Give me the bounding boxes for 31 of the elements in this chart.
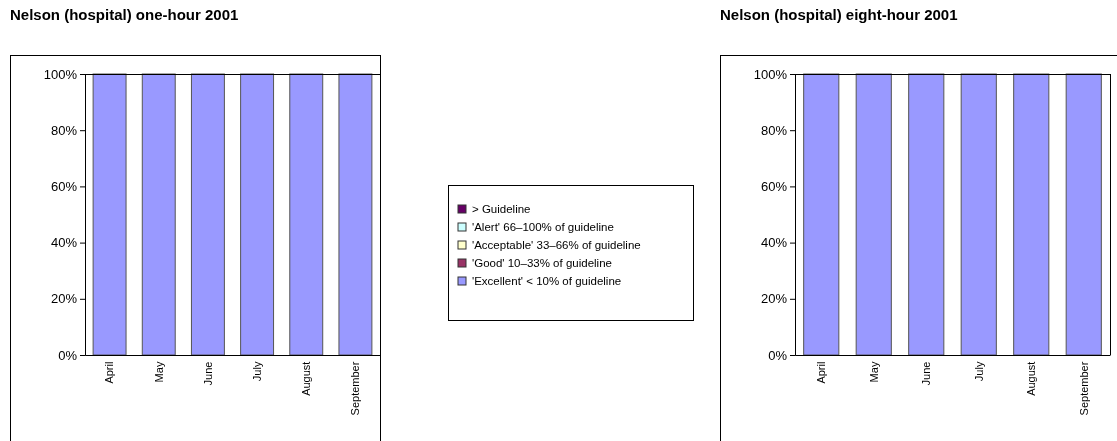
- x-tick-label: April: [103, 361, 116, 384]
- y-tick-label: 40%: [50, 235, 78, 251]
- x-tick-label: September: [349, 361, 362, 416]
- y-tick-label: 60%: [760, 179, 788, 195]
- x-tick-label: June: [201, 361, 214, 386]
- y-tick-label: 80%: [760, 122, 788, 138]
- legend-label: 'Acceptable' 33–66% of guideline: [472, 239, 641, 251]
- x-tick-label: May: [152, 361, 165, 383]
- x-tick-label: April: [815, 361, 828, 384]
- chart-title: Nelson (hospital) one-hour 2001: [10, 6, 239, 23]
- x-tick-label: August: [1025, 361, 1038, 396]
- legend-label: > Guideline: [472, 203, 531, 215]
- x-tick-label: May: [867, 361, 880, 383]
- text: 'Excellent' < 10% of guideline: [472, 275, 622, 287]
- y-tick-label: 0%: [58, 347, 78, 363]
- y-tick-label: 100%: [753, 66, 788, 82]
- x-tick-label: July: [250, 361, 263, 382]
- legend-label: 'Good' 10–33% of guideline: [472, 257, 612, 269]
- y-tick-label: 80%: [50, 122, 78, 138]
- y-tick-label: 20%: [50, 291, 78, 307]
- x-tick-label: July: [972, 361, 985, 382]
- x-tick-label: September: [1077, 361, 1090, 416]
- y-tick-label: 20%: [760, 291, 788, 307]
- y-tick-label: 100%: [43, 66, 78, 82]
- chart-title: Nelson (hospital) eight-hour 2001: [720, 6, 958, 23]
- y-tick-label: 0%: [768, 347, 788, 363]
- x-tick-label: June: [920, 361, 933, 386]
- y-tick-label: 40%: [760, 235, 788, 251]
- x-tick-label: August: [300, 361, 313, 396]
- legend-label: 'Alert' 66–100% of guideline: [472, 221, 614, 233]
- y-tick-label: 60%: [50, 179, 78, 195]
